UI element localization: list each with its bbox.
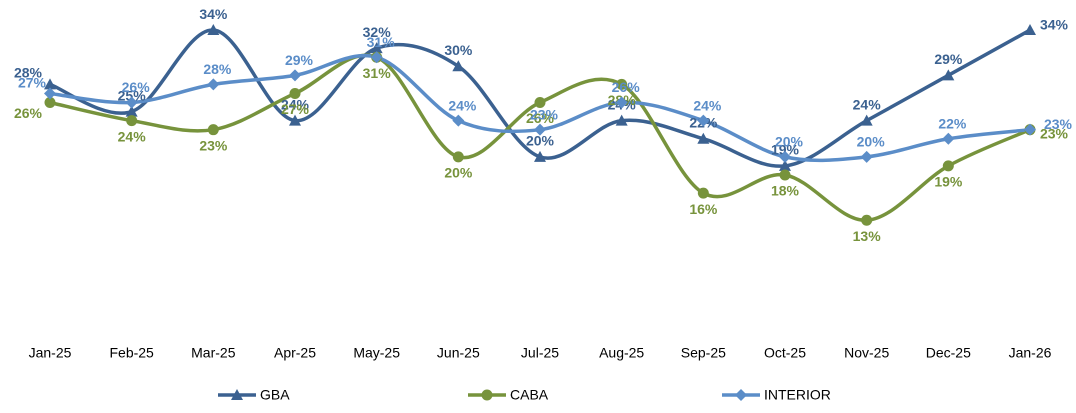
marker [779,159,791,171]
marker [615,114,628,126]
data-label: 23% [530,106,559,122]
data-label: 29% [285,52,314,68]
data-label: 26% [526,110,555,126]
marker [289,69,301,82]
legend-marker [735,389,747,401]
x-tick-label: Nov-25 [844,345,889,361]
marker [125,105,138,117]
x-tick-label: Jan-26 [1009,345,1052,361]
marker [44,78,56,90]
data-label: 19% [771,142,800,158]
data-label: 13% [853,228,882,244]
data-label: 20% [444,165,473,181]
legend-marker [481,389,493,401]
marker [207,124,219,136]
data-label: 34% [199,6,228,22]
data-label: 23% [1040,125,1069,141]
marker [942,69,955,81]
marker [207,78,220,91]
legend-marker [231,389,243,400]
marker [289,87,301,99]
data-label: 24% [693,97,722,113]
marker [125,96,138,109]
x-tick-label: Sep-25 [681,345,726,361]
legend-label: INTERIOR [764,387,831,403]
data-label: 27% [18,74,47,90]
x-tick-label: Feb-25 [109,345,154,361]
data-label: 20% [857,134,886,150]
data-label: 18% [771,183,800,199]
marker [697,114,710,127]
data-label: 29% [934,51,963,67]
marker [942,160,954,172]
data-label: 25% [118,87,147,103]
marker [1024,123,1036,136]
data-label: 20% [775,134,804,150]
x-tick-label: Apr-25 [274,345,316,361]
marker [779,150,791,163]
data-label: 31% [367,34,396,50]
marker [289,114,301,126]
data-label: 24% [853,96,882,112]
marker [697,187,709,199]
data-label: 23% [199,137,228,153]
marker [44,87,56,100]
marker [452,114,465,127]
data-label: 20% [526,133,555,149]
data-label: 23% [1044,116,1073,132]
data-label: 24% [118,128,147,144]
marker [615,96,628,109]
data-label: 28% [14,65,43,81]
marker [207,24,220,36]
data-label: 27% [281,101,310,117]
marker [942,132,955,145]
marker [370,42,383,54]
marker [779,169,791,181]
x-tick-label: Oct-25 [764,345,806,361]
marker [44,97,56,109]
data-label: 31% [363,65,392,81]
x-tick-label: Jun-25 [437,345,480,361]
data-label: 22% [938,115,967,131]
x-tick-label: Jan-25 [29,345,72,361]
data-label: 32% [363,24,392,40]
marker [860,114,873,126]
x-tick-label: Jul-25 [521,345,559,361]
data-label: 30% [444,42,473,58]
x-tick-label: Mar-25 [191,345,236,361]
marker [452,151,464,163]
data-label: 28% [203,61,232,77]
x-tick-label: Aug-25 [599,345,644,361]
marker [534,97,546,109]
marker [126,115,138,127]
data-label: 26% [14,105,43,121]
x-tick-label: Dec-25 [926,345,971,361]
x-tick-label: May-25 [353,345,400,361]
data-label: 24% [448,97,477,113]
marker [861,214,873,226]
data-label: 34% [1040,16,1069,32]
marker [534,150,546,162]
data-label: 26% [122,79,151,95]
marker [860,150,873,163]
marker [697,132,710,144]
marker [452,60,465,72]
marker [370,51,383,64]
legend-label: GBA [260,387,290,403]
data-label: 26% [612,79,641,95]
marker [1024,24,1036,36]
marker [534,123,546,136]
marker [616,78,628,90]
data-label: 16% [689,201,718,217]
data-label: 19% [934,174,963,190]
legend-label: CABA [510,387,549,403]
data-label: 24% [281,96,310,112]
